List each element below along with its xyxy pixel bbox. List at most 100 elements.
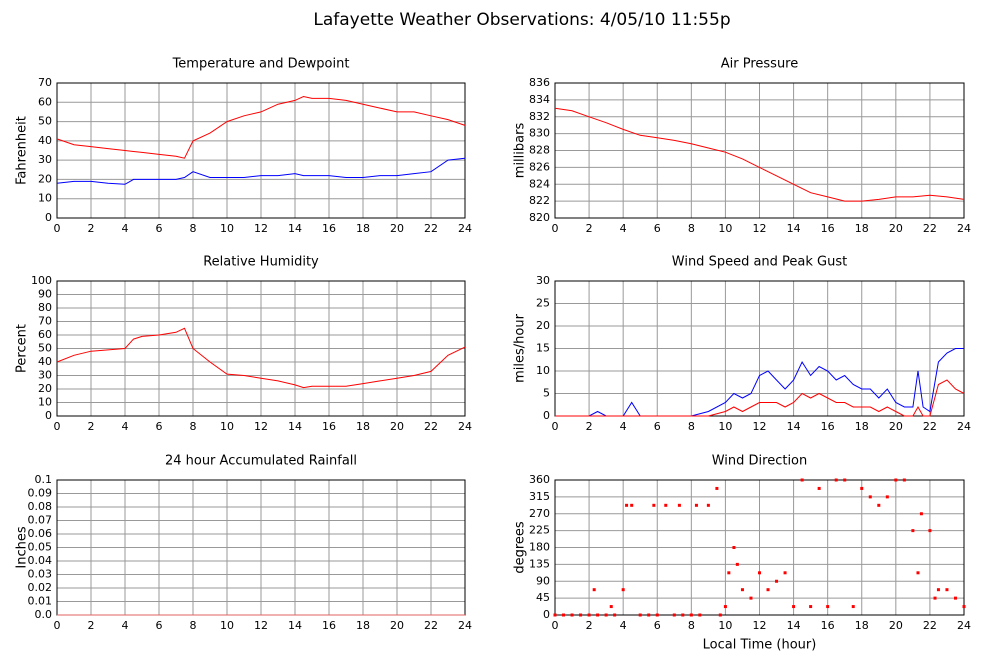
x-tick-label: 18 [855,420,869,433]
x-tick-label: 14 [787,619,801,632]
panel-title: Air Pressure [721,57,799,72]
data-point [715,486,719,490]
y-tick-label: 90 [38,288,52,301]
y-tick-label: 20 [38,382,52,395]
x-tick-label: 8 [190,420,197,433]
panel-title: Relative Humidity [203,255,319,270]
y-axis-label: degrees [513,521,528,574]
x-tick-label: 6 [156,619,163,632]
x-tick-label: 12 [753,420,767,433]
data-point [843,478,847,482]
data-point [553,613,557,617]
x-tick-label: 20 [390,420,404,433]
x-tick-label: 22 [424,420,438,433]
x-tick-label: 22 [923,222,937,235]
data-point [766,588,770,592]
x-tick-label: 16 [821,420,835,433]
data-point [596,613,600,617]
data-point [718,613,722,617]
x-tick-label: 24 [957,222,971,235]
x-tick-label: 18 [356,222,370,235]
data-point [677,503,681,507]
y-tick-label: 10 [536,364,550,377]
x-tick-label: 2 [586,420,593,433]
data-point [732,546,736,549]
x-tick-label: 4 [122,420,129,433]
x-tick-label: 20 [889,420,903,433]
y-tick-label: 0 [45,211,52,224]
x-tick-label: 10 [718,420,732,433]
data-point [613,613,617,617]
x-tick-label: 4 [620,222,627,235]
page-title: Lafayette Weather Observations: 4/05/10 … [313,10,730,30]
data-point [792,605,796,609]
y-tick-label: 315 [529,490,550,503]
x-tick-label: 10 [718,222,732,235]
x-tick-label: 6 [156,420,163,433]
panel-title: 24 hour Accumulated Rainfall [165,454,357,469]
y-tick-label: 70 [38,315,52,328]
x-tick-label: 24 [458,222,472,235]
x-tick-label: 24 [458,420,472,433]
y-tick-label: 820 [529,211,550,224]
x-tick-label: 6 [654,420,661,433]
x-tick-label: 12 [254,420,268,433]
data-point [911,529,915,533]
data-line [56,327,466,389]
x-tick-label: 16 [322,619,336,632]
y-tick-label: 270 [529,507,550,520]
data-point [860,486,864,490]
y-tick-label: 180 [529,541,550,554]
data-point [672,613,676,617]
x-tick-label: 8 [190,619,197,632]
y-tick-label: 90 [536,574,550,587]
data-point [587,613,591,617]
x-tick-label: 14 [288,619,302,632]
y-tick-label: 20 [38,172,52,185]
data-point [809,605,813,609]
y-tick-label: 0.03 [28,568,53,581]
x-tick-label: 2 [586,619,593,632]
data-point [953,596,957,600]
data-point [681,613,685,617]
x-tick-label: 8 [190,222,197,235]
data-point [723,605,727,609]
data-point [916,571,920,575]
data-point [625,503,629,507]
panel-title: Temperature and Dewpoint [172,57,350,72]
y-axis-label: Percent [15,324,30,373]
x-tick-label: 14 [288,420,302,433]
y-tick-label: 0.09 [28,487,53,500]
y-tick-label: 824 [529,177,550,190]
x-tick-label: 8 [688,222,695,235]
data-point [689,613,693,617]
x-tick-label: 6 [654,222,661,235]
y-tick-label: 30 [536,274,550,287]
data-point [655,613,659,617]
y-tick-label: 0.08 [28,500,53,513]
x-tick-label: 10 [718,619,732,632]
plot-frame [56,82,466,219]
x-tick-label: 18 [855,619,869,632]
y-tick-label: 60 [38,95,52,108]
x-tick-label: 2 [586,222,593,235]
x-tick-label: 16 [322,420,336,433]
data-point [817,486,821,490]
x-tick-label: 0 [552,420,559,433]
data-point [698,613,702,617]
y-tick-label: 0 [543,409,550,422]
y-tick-label: 25 [536,297,550,310]
plot-frame [56,280,466,417]
y-tick-label: 50 [38,342,52,355]
y-tick-label: 80 [38,301,52,314]
x-tick-label: 12 [753,619,767,632]
y-tick-label: 0 [543,608,550,621]
x-tick-label: 6 [156,222,163,235]
data-point [630,503,634,507]
x-tick-label: 20 [390,619,404,632]
y-tick-label: 40 [38,355,52,368]
x-tick-label: 6 [654,619,661,632]
data-line [56,157,466,185]
y-tick-label: 0.07 [28,514,53,527]
y-tick-label: 45 [536,591,550,604]
